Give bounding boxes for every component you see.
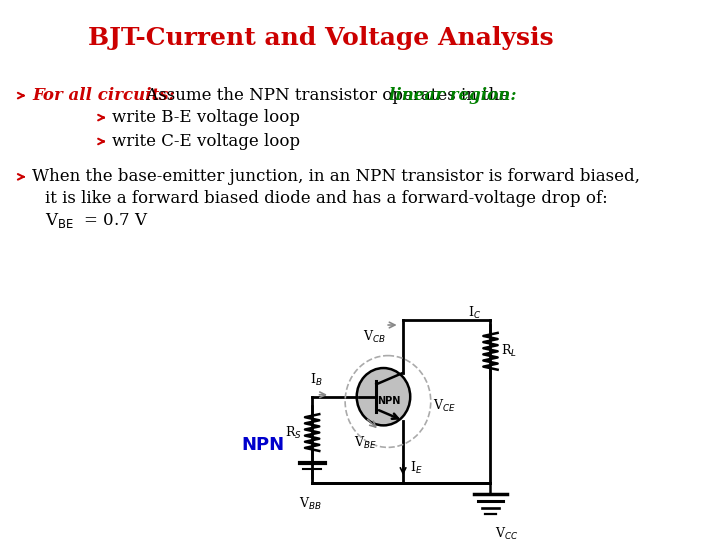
Text: I$_C$: I$_C$ [468,305,481,321]
Text: it is like a forward biased diode and has a forward-voltage drop of:: it is like a forward biased diode and ha… [45,190,608,207]
Text: R$_S$: R$_S$ [284,424,302,441]
Text: V$_{\rm BE}$  = 0.7 V: V$_{\rm BE}$ = 0.7 V [45,211,148,231]
Text: V$_{CB}$: V$_{CB}$ [363,329,386,346]
Text: When the base-emitter junction, in an NPN transistor is forward biased,: When the base-emitter junction, in an NP… [32,168,640,185]
Text: V$_{BE}$: V$_{BE}$ [354,435,377,451]
Text: R$_L$: R$_L$ [501,343,517,359]
Text: NPN: NPN [241,435,284,454]
Text: Assume the NPN transistor operates in the: Assume the NPN transistor operates in th… [141,87,514,104]
Text: NPN: NPN [377,395,400,406]
Text: write C-E voltage loop: write C-E voltage loop [112,133,300,150]
Text: V$_{CC}$: V$_{CC}$ [495,526,518,540]
Text: write B-E voltage loop: write B-E voltage loop [112,109,300,126]
Text: I$_B$: I$_B$ [310,372,323,388]
Text: I$_E$: I$_E$ [410,461,423,476]
Text: BJT-Current and Voltage Analysis: BJT-Current and Voltage Analysis [89,26,554,50]
Text: For all circuits:: For all circuits: [32,87,175,104]
Text: linear region:: linear region: [389,87,516,104]
Text: V$_{BB}$: V$_{BB}$ [299,496,322,512]
Text: V$_{CE}$: V$_{CE}$ [433,398,456,414]
Circle shape [356,368,410,426]
